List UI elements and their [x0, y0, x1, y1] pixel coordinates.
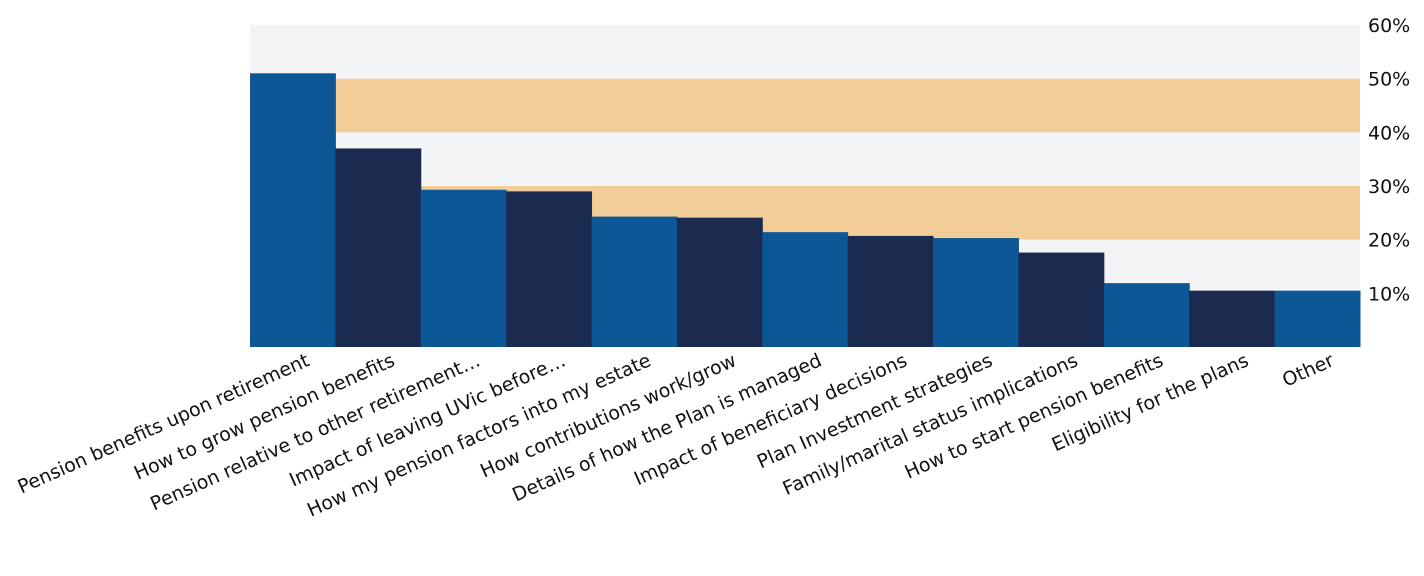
y-tick-label: 10%	[1368, 283, 1410, 305]
bar-3	[506, 191, 593, 347]
bar-12	[1274, 290, 1361, 347]
bar-9	[1018, 252, 1105, 347]
bar-4	[591, 216, 678, 347]
bars	[250, 73, 1361, 348]
background-bands	[250, 25, 1360, 347]
y-tick-label: 60%	[1368, 15, 1410, 37]
bar-7	[847, 235, 934, 347]
bar-2	[420, 189, 507, 347]
y-tick-label: 40%	[1368, 122, 1410, 144]
background-band-3	[250, 132, 1360, 186]
background-band-4	[250, 78, 1360, 133]
bar-11	[1189, 290, 1276, 347]
y-tick-label: 50%	[1368, 69, 1410, 91]
bar-6	[762, 232, 849, 347]
y-axis-tick-labels: 10% 20% 30% 40% 50% 60%	[1368, 15, 1410, 305]
bar-0	[250, 73, 336, 348]
x-category-label: Pension relative to other retirement…	[147, 349, 483, 515]
bar-1	[335, 148, 422, 347]
bar-10	[1103, 283, 1190, 347]
y-tick-label: 20%	[1368, 230, 1410, 252]
y-tick-label: 30%	[1368, 176, 1410, 198]
background-band-5	[250, 25, 1360, 79]
bar-8	[933, 238, 1019, 347]
x-category-label: Other	[1279, 349, 1337, 391]
bar-5	[676, 217, 763, 347]
